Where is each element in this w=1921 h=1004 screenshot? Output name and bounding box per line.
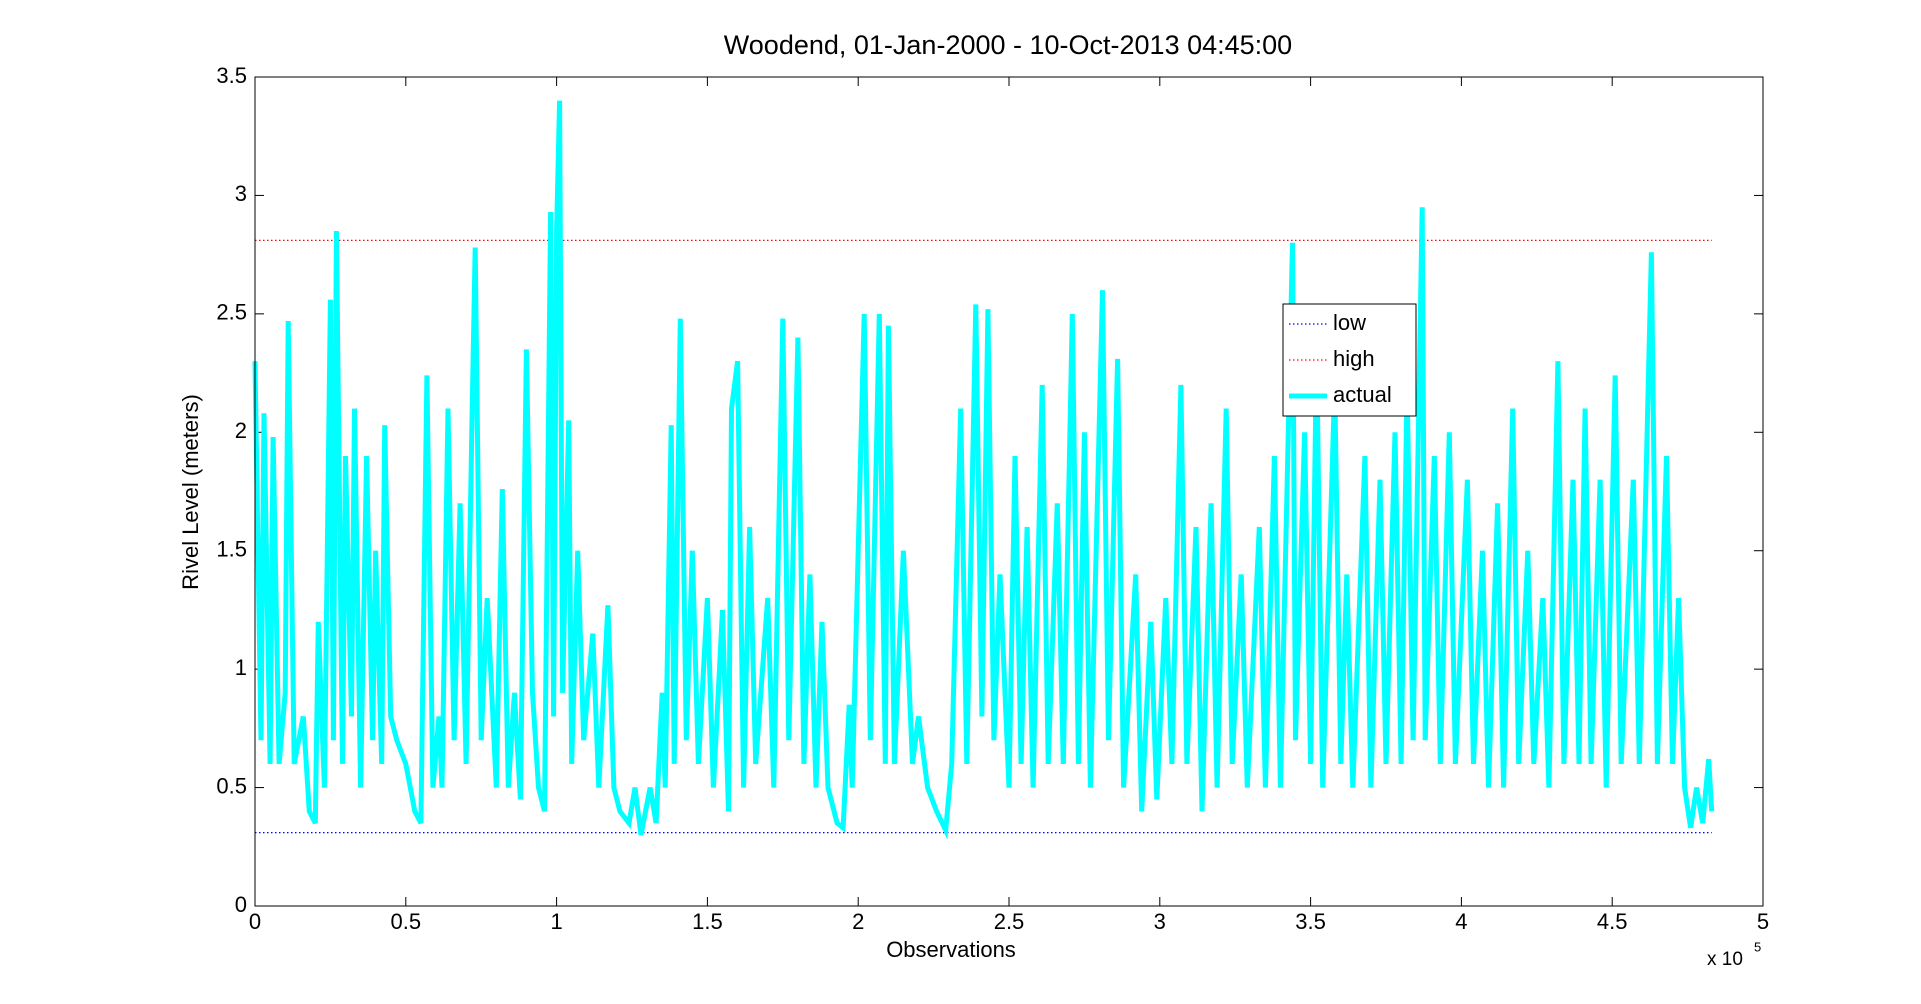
y-tick-label: 0 [235,892,247,917]
x-axis-label: Observations [886,937,1016,962]
x-tick-label: 1 [550,909,562,934]
y-tick-label: 2.5 [216,300,247,325]
x-tick-label: 0.5 [391,909,422,934]
y-tick-label: 3 [235,181,247,206]
chart-title: Woodend, 01-Jan-2000 - 10-Oct-2013 04:45… [724,30,1292,60]
x-multiplier: x 10 [1707,949,1743,970]
y-tick-label: 3.5 [216,63,247,88]
legend-label: low [1333,310,1366,335]
legend-label: high [1333,346,1375,371]
x-tick-label: 2 [852,909,864,934]
x-tick-label: 4.5 [1597,909,1628,934]
axes-box [254,76,1764,907]
x-tick-label: 5 [1757,909,1769,934]
x-tick-label: 3 [1154,909,1166,934]
x-tick-label: 0 [249,909,261,934]
y-axis-label: Rivel Level (meters) [178,394,203,590]
y-tick-label: 2 [235,418,247,443]
x-tick-label: 3.5 [1295,909,1326,934]
y-tick-label: 1.5 [216,537,247,562]
x-tick-label: 1.5 [692,909,723,934]
x-tick-label: 2.5 [994,909,1025,934]
series-line [252,100,1715,840]
x-tick-label: 4 [1455,909,1467,934]
y-tick-label: 0.5 [216,773,247,798]
y-tick-label: 1 [235,655,247,680]
x-exponent: 5 [1754,939,1761,954]
legend-label: actual [1333,382,1392,407]
